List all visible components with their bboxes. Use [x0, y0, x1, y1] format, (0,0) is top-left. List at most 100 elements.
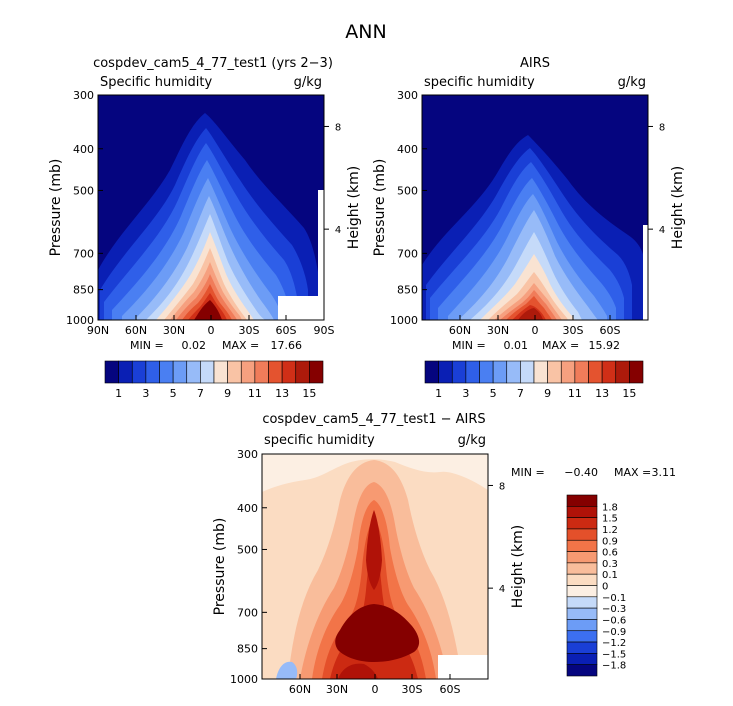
colorbar-label: −1.2	[602, 638, 626, 649]
panel-model-variable: Specific humidity	[100, 75, 212, 90]
colorbar-swatch	[566, 653, 598, 665]
colorbar-swatch	[186, 360, 201, 384]
panel-model-colorbar: 1 3 5 7 9 11 13 15	[104, 360, 324, 400]
panel-obs-ylabel: Pressure (mb)	[372, 159, 388, 257]
colorbar-label: 1.5	[602, 514, 618, 525]
panel-obs-variable: specific humidity	[424, 75, 535, 90]
colorbar-swatch	[566, 607, 598, 620]
x-tick-label: 90N	[87, 324, 109, 337]
colorbar-label: 9	[224, 387, 231, 400]
y-tick-label: 1000	[230, 673, 258, 686]
panel-model-stats: MIN = 0.02 MAX = 17.66	[130, 339, 302, 352]
contour-band-0	[262, 454, 488, 492]
colorbar-swatch	[566, 585, 598, 598]
colorbar-swatch	[240, 360, 256, 384]
colorbar-swatch	[566, 562, 598, 575]
missing-data-region	[438, 655, 488, 679]
colorbar-swatch	[560, 360, 576, 384]
colorbar-swatch	[213, 360, 228, 384]
colorbar-label: 0	[602, 582, 608, 593]
panel-obs-min: 0.01	[504, 339, 529, 352]
panel-diff-min-label: MIN =	[511, 466, 545, 479]
panel-model-ylabel-right: Height (km)	[346, 166, 362, 249]
x-tick-label: 30S	[239, 324, 260, 337]
colorbar-swatch	[566, 664, 598, 677]
contour-band-1.8-upper	[366, 510, 382, 590]
colorbar-label: 1	[115, 387, 122, 400]
colorbar-label: −0.3	[602, 604, 626, 615]
colorbar-swatch	[566, 506, 598, 518]
y-tick-label: 500	[73, 184, 94, 197]
colorbar-label: −1.5	[602, 649, 626, 660]
colorbar-label: 13	[275, 387, 289, 400]
panel-diff-title: cospdev_cam5_4_77_test1 − AIRS	[262, 412, 485, 427]
colorbar-swatch	[520, 360, 535, 384]
panel-model-ylabel: Pressure (mb)	[48, 159, 64, 257]
y-tick-label: 850	[397, 284, 418, 297]
colorbar-swatch	[566, 528, 598, 541]
x-tick-label: 0	[532, 324, 539, 337]
height-tick-label: 4	[335, 225, 341, 236]
x-tick-label: 30S	[563, 324, 584, 337]
colorbar-label: 3	[462, 387, 469, 400]
panel-diff-variable: specific humidity	[264, 433, 375, 448]
colorbar-swatch	[479, 360, 494, 384]
panel-obs-axes: 300 400 500 700 850 1000 8 4 60N 30N 0 30S 60S Pressu…	[372, 89, 686, 337]
panel-model-min: 0.02	[182, 339, 207, 352]
panel-obs-colorbar: 1 3 5 7 9 11 13 15	[424, 360, 644, 400]
colorbar-swatch	[566, 641, 598, 654]
colorbar-label: −1.8	[602, 661, 626, 672]
colorbar-label: 15	[302, 387, 316, 400]
panel-diff-units: g/kg	[458, 433, 486, 448]
y-tick-label: 700	[73, 247, 94, 260]
colorbar-swatch	[172, 360, 188, 384]
colorbar-label: 1.8	[602, 502, 618, 513]
colorbar-swatch	[566, 551, 598, 564]
colorbar-swatch	[588, 360, 603, 384]
colorbar-label: 9	[544, 387, 551, 400]
y-tick-label: 300	[73, 89, 94, 102]
x-tick-label: 60N	[125, 324, 147, 337]
colorbar-label: 11	[568, 387, 582, 400]
panel-diff-colorbar: 1.81.51.20.90.60.30.10−0.1−0.3−0.6−0.9−1…	[566, 494, 626, 677]
x-tick-label: 60N	[289, 683, 311, 696]
height-tick-label: 8	[335, 122, 341, 133]
panel-diff-max-label: MAX =	[614, 466, 651, 479]
colorbar-swatch	[547, 360, 562, 384]
colorbar-swatch	[451, 360, 467, 384]
y-tick-label: 400	[397, 143, 418, 156]
panel-model-axes: 300 400 500 700 850 1000 8 4 90N 60N 30N 0 30S 60S 90S…	[48, 89, 362, 337]
colorbar-swatch	[574, 360, 589, 384]
contour-band-16	[194, 300, 222, 320]
colorbar-swatch	[533, 360, 548, 384]
colorbar-swatch	[566, 494, 598, 507]
colorbar-swatch	[566, 630, 598, 643]
panel-model-max: 17.66	[271, 339, 303, 352]
contour-band-1.8-lower	[338, 663, 378, 679]
height-tick-label: 8	[499, 481, 505, 492]
panel-obs-units: g/kg	[618, 75, 646, 90]
colorbar-swatch	[200, 360, 215, 384]
colorbar-swatch	[492, 360, 508, 384]
colorbar-label: 11	[248, 387, 262, 400]
y-tick-label: 400	[73, 143, 94, 156]
y-tick-label: 400	[237, 502, 258, 515]
colorbar-swatch	[601, 360, 617, 384]
x-tick-label: 30N	[163, 324, 185, 337]
height-tick-label: 8	[659, 122, 665, 133]
colorbar-swatch	[104, 360, 119, 384]
colorbar-swatch	[566, 619, 598, 632]
colorbar-swatch	[566, 517, 598, 530]
panel-diff-min: −0.40	[564, 466, 598, 479]
colorbar-swatch	[309, 360, 324, 384]
colorbar-swatch	[438, 360, 453, 384]
colorbar-label: 15	[622, 387, 636, 400]
panel-model-contours	[98, 95, 324, 320]
colorbar-label: 1	[435, 387, 442, 400]
y-tick-label: 500	[397, 184, 418, 197]
colorbar-label: 0.3	[602, 559, 618, 570]
colorbar-swatch	[254, 360, 269, 384]
colorbar-swatch	[506, 360, 521, 384]
x-tick-label: 90S	[314, 324, 335, 337]
x-tick-label: 60S	[600, 324, 621, 337]
